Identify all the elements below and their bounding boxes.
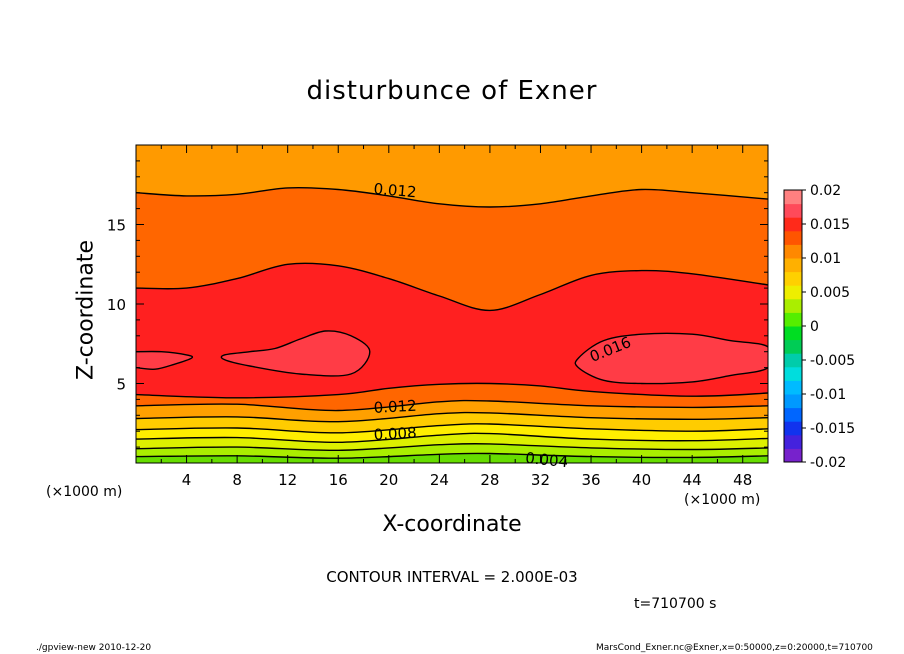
- contour-line-0.014-6: [136, 382, 768, 399]
- colorbar-tick-label-2: 0.01: [810, 251, 841, 267]
- contour-label-text-3: 0.004: [524, 449, 569, 471]
- colorbar-swatch-12: [784, 285, 802, 300]
- footer-left: ./gpview-new 2010-12-20: [36, 643, 152, 653]
- colorbar-swatch-19: [784, 190, 802, 205]
- contour-label-0: 0.012: [373, 180, 417, 202]
- contour-line-0.008-3: [136, 423, 768, 434]
- contour-label-text-1: 0.012: [373, 397, 417, 417]
- x-axis-unit-right: (×1000 m): [684, 492, 761, 508]
- colorbar-swatch-16: [784, 230, 802, 245]
- time-label: t=710700 s: [634, 596, 717, 612]
- x-tick-label-3: 16: [329, 471, 348, 489]
- y-tick-label-1: 10: [107, 296, 126, 314]
- contour-line-0.004-1: [136, 442, 768, 452]
- contour-line-0.006-2: [136, 432, 768, 444]
- colorbar-swatch-6: [784, 366, 802, 381]
- colorbar-swatch-18: [784, 203, 802, 218]
- footer-right: MarsCond_Exner.nc@Exner,x=0:50000,z=0:20…: [596, 643, 873, 653]
- contour-line-0.016-9: [220, 330, 371, 377]
- colorbar-swatch-10: [784, 312, 802, 327]
- contour-label-text-0: 0.012: [373, 180, 417, 202]
- colorbar-tick-label-0: 0.02: [810, 183, 841, 199]
- band-lower-0.000: [136, 453, 768, 463]
- contour-line-0.016-11: [574, 332, 768, 385]
- colorbar: 0.02 0.015 0.01 0.005 0 -0.005 -0.01 -0.015 -0.0…: [783, 183, 855, 471]
- x-tick-label-6: 28: [480, 471, 499, 489]
- band-cell-0.016-11: [575, 333, 768, 384]
- x-tick-label-7: 32: [531, 471, 550, 489]
- colorbar-swatch-11: [784, 298, 802, 313]
- colorbar-swatch-2: [784, 421, 802, 436]
- filled-bands: [136, 145, 768, 463]
- colorbar-tick-label-5: -0.005: [810, 353, 855, 369]
- colorbar-swatch-13: [784, 271, 802, 286]
- x-tick-label-11: 48: [733, 471, 752, 489]
- y-tick-label-0: 5: [116, 376, 126, 394]
- contour-line-0.012-5: [136, 399, 768, 412]
- contour-label-text-2: 0.008: [373, 424, 417, 444]
- colorbar-swatch-9: [784, 326, 802, 341]
- colorbar-swatch-5: [784, 380, 802, 395]
- contour-label-1: 0.012: [373, 397, 417, 417]
- colorbar-swatch-4: [784, 394, 802, 409]
- colorbar-tick-label-1: 0.015: [810, 217, 850, 233]
- contour-line-0.016-10: [136, 350, 194, 370]
- colorbar-swatch-3: [784, 407, 802, 422]
- contour-label-2: 0.008: [373, 424, 417, 444]
- colorbar-tick-label-6: -0.01: [810, 387, 846, 403]
- colorbar-tick-label-8: -0.02: [810, 455, 846, 471]
- colorbar-swatch-8: [784, 339, 802, 354]
- contour-line-0.014-7: [136, 262, 768, 312]
- band-cell-0.016-9: [221, 330, 370, 376]
- contour-interval-note: CONTOUR INTERVAL = 2.000E-03: [326, 568, 578, 586]
- x-tick-label-0: 4: [182, 471, 192, 489]
- colorbar-swatch-0: [784, 448, 802, 463]
- contour-line-0.01-4: [136, 411, 768, 423]
- contour-line-0.012-8: [136, 186, 768, 208]
- contour-lines: [136, 186, 768, 459]
- x-tick-label-10: 44: [683, 471, 702, 489]
- x-tick-label-2: 12: [278, 471, 297, 489]
- colorbar-swatch-15: [784, 244, 802, 259]
- x-tick-label-4: 20: [379, 471, 398, 489]
- contour-line-0.002-0: [136, 452, 768, 459]
- x-tick-label-9: 40: [632, 471, 651, 489]
- colorbar-swatch-17: [784, 217, 802, 232]
- x-axis-label: X-coordinate: [382, 512, 522, 537]
- x-tick-label-8: 36: [581, 471, 600, 489]
- colorbar-tick-label-7: -0.015: [810, 421, 855, 437]
- band-cell-0.016-10: [136, 350, 193, 370]
- contour-label-3: 0.004: [524, 449, 569, 471]
- x-tick-label-5: 24: [430, 471, 449, 489]
- y-tick-label-2: 15: [107, 217, 126, 235]
- x-tick-label-1: 8: [232, 471, 242, 489]
- colorbar-swatch-1: [784, 434, 802, 449]
- colorbar-tick-label-3: 0.005: [810, 285, 850, 301]
- colorbar-swatch-7: [784, 353, 802, 368]
- chart-title: disturbunce of Exner: [306, 76, 598, 106]
- colorbar-tick-label-4: 0: [810, 319, 819, 335]
- x-axis-unit-left: (×1000 m): [46, 484, 123, 500]
- colorbar-swatch-14: [784, 258, 802, 273]
